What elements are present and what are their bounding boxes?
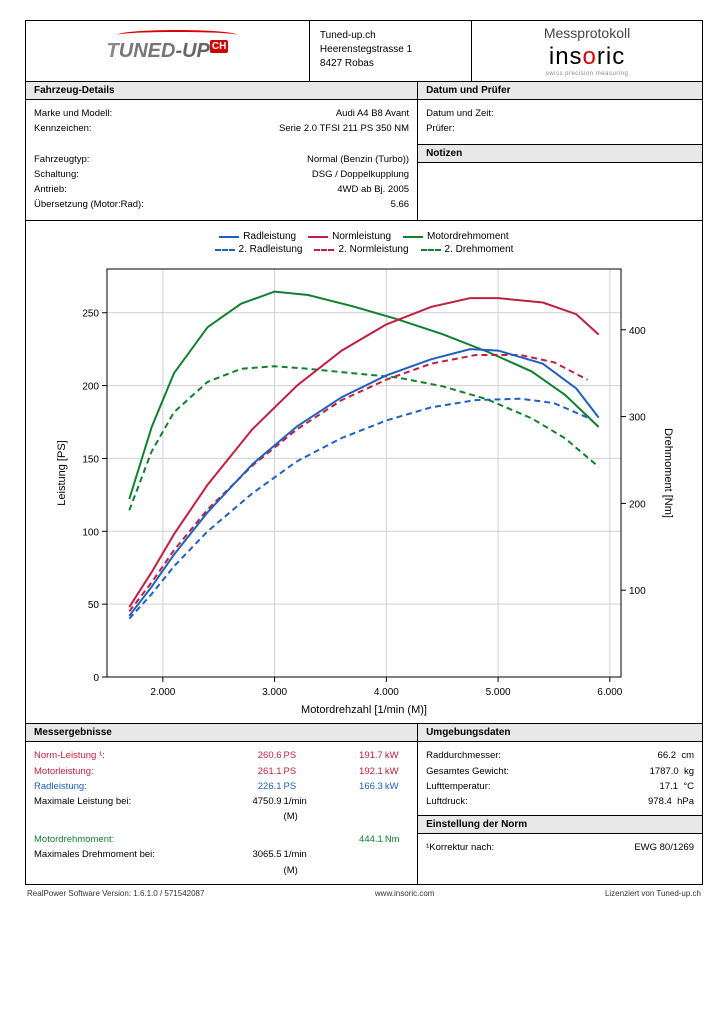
insoric-brand: insoric <box>482 43 692 71</box>
results-row: Messergebnisse Norm-Leistung ¹:260.6PS19… <box>26 723 702 884</box>
kv-label: Schaltung: <box>34 167 79 182</box>
kv-val: Normal (Benzin (Turbo)) <box>307 152 409 167</box>
chart-legend: Radleistung Normleistung Motordrehmoment 2… <box>34 231 694 255</box>
result-line: Norm-Leistung ¹:260.6PS191.7kW <box>34 748 409 763</box>
legend-item: Normleistung <box>308 231 391 242</box>
legend-item: 2. Radleistung <box>215 244 303 255</box>
kv-val: 4WD ab Bj. 2005 <box>337 182 409 197</box>
svg-text:0: 0 <box>93 673 99 684</box>
chart-area: Radleistung Normleistung Motordrehmoment 2… <box>26 220 702 723</box>
svg-text:5.000: 5.000 <box>486 687 511 698</box>
notizen-head: Notizen <box>418 144 702 163</box>
vehicle-head: Fahrzeug-Details <box>26 82 417 100</box>
svg-text:6.000: 6.000 <box>597 687 622 698</box>
env-row: Lufttemperatur:17.1 °C <box>426 779 694 794</box>
kv-label: Datum und Zeit: <box>426 106 494 121</box>
svg-text:3.000: 3.000 <box>262 687 287 698</box>
vehicle-body: Marke und Modell: Audi A4 B8 Avant Kennzei… <box>26 100 417 220</box>
svg-text:400: 400 <box>629 326 646 337</box>
svg-text:50: 50 <box>88 600 100 611</box>
dyno-chart: 0 50 100 150 200 250 100 200 300 400 2.000 3.000 4.0… <box>49 259 679 719</box>
footer-right: Lizenziert von Tuned-up.ch <box>605 889 701 898</box>
result-line: Maximale Leistung bei:4750.91/min (M) <box>34 794 409 824</box>
addr-line1: Heerenstegstrasse 1 <box>320 43 461 57</box>
svg-text:4.000: 4.000 <box>374 687 399 698</box>
datum-body: Datum und Zeit:Prüfer: <box>418 100 702 144</box>
svg-text:100: 100 <box>82 528 99 539</box>
kv-val: Serie 2.0 TFSI 211 PS 350 NM <box>279 121 409 136</box>
insoric-sub: swiss precision measuring <box>482 71 692 77</box>
kv-val: DSG / Doppelkupplung <box>312 167 409 182</box>
svg-text:100: 100 <box>629 587 646 598</box>
address-cell: Tuned-up.ch Heerenstegstrasse 1 8427 Rob… <box>310 21 472 81</box>
env-row: Raddurchmesser:66.2 cm <box>426 748 694 763</box>
result-line: Maximales Drehmoment bei:3065.51/min (M) <box>34 847 409 877</box>
results-body: Norm-Leistung ¹:260.6PS191.7kWMotorleist… <box>26 742 417 884</box>
kv-label: Übersetzung (Motor:Rad): <box>34 197 144 212</box>
results-head: Messergebnisse <box>26 724 417 742</box>
legend-row-1: Radleistung Normleistung Motordrehmoment <box>34 231 694 242</box>
norm-setting-head: Einstellung der Norm <box>418 815 702 834</box>
svg-text:Motordrehzahl [1/min (M)]: Motordrehzahl [1/min (M)] <box>301 704 427 716</box>
header-row: TUNED-UPCH Tuned-up.ch Heerenstegstrasse… <box>26 21 702 82</box>
company-name: Tuned-up.ch <box>320 29 461 43</box>
svg-text:200: 200 <box>629 500 646 511</box>
svg-text:250: 250 <box>82 309 99 320</box>
result-line: Radleistung:226.1PS166.3kW <box>34 779 409 794</box>
legend-item: Radleistung <box>219 231 296 242</box>
env-row: Gesamtes Gewicht:1787.0 kg <box>426 764 694 779</box>
notizen-body <box>418 163 702 203</box>
svg-text:200: 200 <box>82 382 99 393</box>
logo-cell: TUNED-UPCH <box>26 21 310 81</box>
results-col: Messergebnisse Norm-Leistung ¹:260.6PS19… <box>26 724 418 884</box>
svg-text:2.000: 2.000 <box>150 687 175 698</box>
norm-setting-body: ¹Korrektur nach: EWG 80/1269 <box>418 834 702 861</box>
norm-corr-val: EWG 80/1269 <box>634 840 694 855</box>
legend-row-2: 2. Radleistung 2. Normleistung 2. Drehmome… <box>34 244 694 255</box>
tunedup-logo: TUNED-UPCH <box>107 40 229 63</box>
footer-left: RealPower Software Version: 1.6.1.0 / 57… <box>27 889 204 898</box>
legend-item: Motordrehmoment <box>403 231 509 242</box>
footer-mid: www.insoric.com <box>375 889 435 898</box>
env-body: Raddurchmesser:66.2 cmGesamtes Gewicht:1… <box>418 742 702 815</box>
kv-label: Fahrzeugtyp: <box>34 152 89 167</box>
protocol-title: Messprotokoll <box>482 25 692 41</box>
svg-text:150: 150 <box>82 455 99 466</box>
right-col: Datum und Prüfer Datum und Zeit:Prüfer: … <box>418 82 702 220</box>
datum-head: Datum und Prüfer <box>418 82 702 100</box>
info-row: Fahrzeug-Details Marke und Modell: Audi A… <box>26 82 702 220</box>
addr-line2: 8427 Robas <box>320 57 461 71</box>
page-footer: RealPower Software Version: 1.6.1.0 / 57… <box>25 885 703 898</box>
env-col: Umgebungsdaten Raddurchmesser:66.2 cmGes… <box>418 724 702 884</box>
result-line: Motorleistung:261.1PS192.1kW <box>34 764 409 779</box>
env-row: Luftdruck:978.4 hPa <box>426 794 694 809</box>
kv-label: Prüfer: <box>426 121 455 136</box>
report-frame: TUNED-UPCH Tuned-up.ch Heerenstegstrasse… <box>25 20 703 885</box>
svg-text:Leistung [PS]: Leistung [PS] <box>56 441 68 506</box>
protocol-cell: Messprotokoll insoric swiss precision me… <box>472 21 702 81</box>
env-head: Umgebungsdaten <box>418 724 702 742</box>
legend-item: 2. Normleistung <box>314 244 408 255</box>
svg-text:300: 300 <box>629 413 646 424</box>
vehicle-col: Fahrzeug-Details Marke und Modell: Audi A… <box>26 82 418 220</box>
kv-label: Antrieb: <box>34 182 67 197</box>
kv-label: Marke und Modell: <box>34 106 112 121</box>
kv-val: 5.66 <box>391 197 410 212</box>
svg-text:Drehmoment [Nm]: Drehmoment [Nm] <box>662 428 674 518</box>
kv-val: Audi A4 B8 Avant <box>336 106 409 121</box>
legend-item: 2. Drehmoment <box>421 244 514 255</box>
kv-label: Kennzeichen: <box>34 121 92 136</box>
norm-corr-label: ¹Korrektur nach: <box>426 840 494 855</box>
